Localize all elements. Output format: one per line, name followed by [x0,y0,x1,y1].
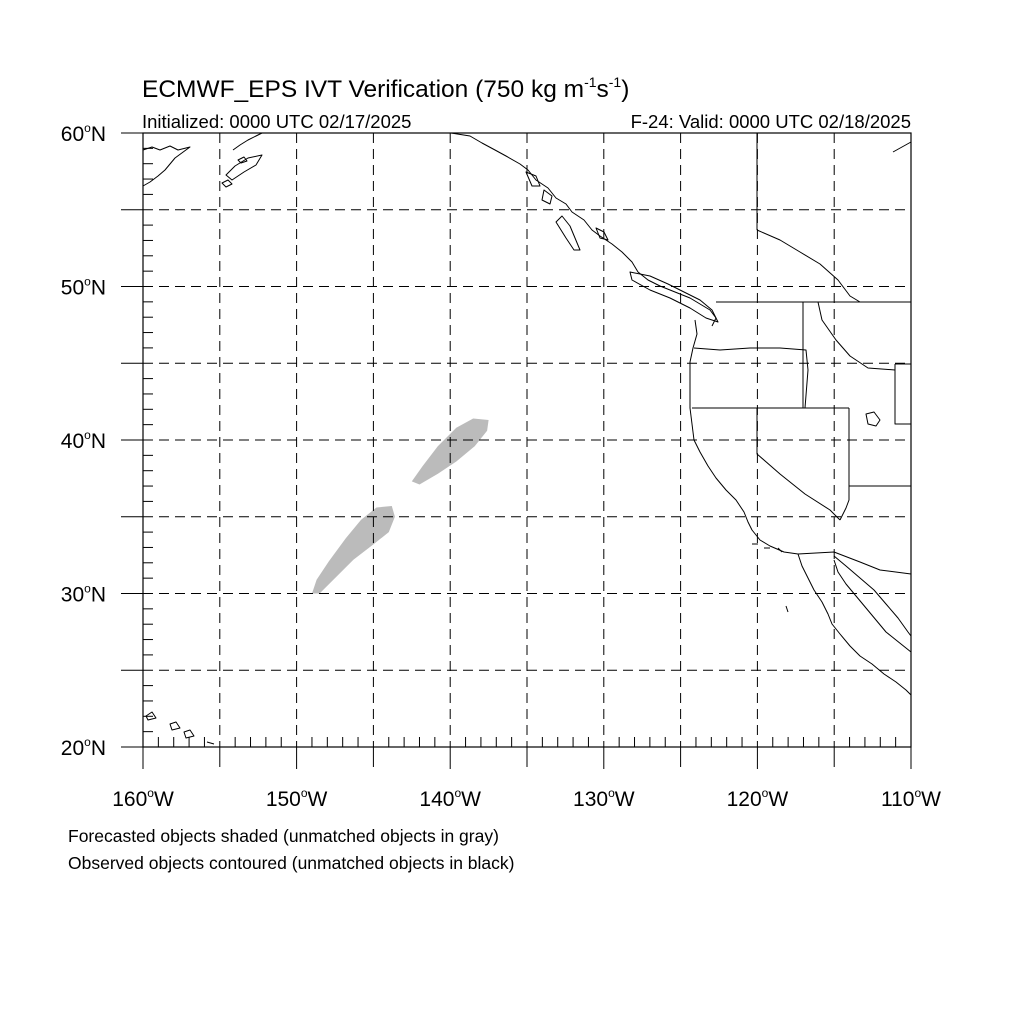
forecast-objects [312,418,489,594]
title-mid: s [597,76,609,103]
title-close: ) [621,76,629,103]
subtitle-valid: F-24: Valid: 0000 UTC 02/18/2025 [631,111,911,132]
title-sup2: -1 [609,74,622,90]
alaska-peninsula-coast [142,145,191,187]
lat-label: 30oN [61,582,106,607]
forecast-object-north [411,418,489,485]
lon-label: 120oW [727,786,789,811]
title-main: ECMWF_EPS IVT Verification (750 kg m [142,76,584,103]
legend-forecast-note: Forecasted objects shaded (unmatched obj… [68,826,499,846]
map-frame [142,132,912,748]
legend-observed-note: Observed objects contoured (unmatched ob… [68,853,515,873]
wyoming-box [894,363,911,425]
longitude-labels: 160oW 150oW 140oW 130oW 120oW 110oW [112,786,941,811]
forecast-object-south [312,506,395,594]
lon-label: 150oW [266,786,328,811]
lon-label: 160oW [112,786,174,811]
graticule [143,133,911,747]
nv-az-border [839,408,850,521]
baja-west-coast [797,553,912,696]
lat-label: 40oN [61,428,106,453]
lon-label: 130oW [573,786,635,811]
kodiak-coast [225,154,263,181]
gulf-of-california-coast [833,559,912,653]
subtitle-initialized: Initialized: 0000 UTC 02/17/2025 [142,111,411,132]
vancouver-island [629,271,719,323]
haida-gwaii [555,215,581,251]
map-plot-area [121,132,912,769]
gulf-of-alaska-coast [450,132,717,327]
lon-label: 110oW [881,786,941,811]
frame-ticks [121,132,912,769]
lon-label: 140oW [419,786,481,811]
cook-inlet-coast [232,132,263,151]
title-sup1: -1 [584,74,597,90]
small-islands-nw [221,156,248,188]
wa-or-border [693,347,809,409]
channel-islands [752,543,783,553]
great-salt-lake [865,411,881,427]
lat-label: 50oN [61,275,106,300]
latitude-labels: 60oN 50oN 40oN 30oN 20oN [61,121,106,760]
map-title: ECMWF_EPS IVT Verification (750 kg m-1s-… [142,74,629,103]
mexico-mainland-coast [833,555,912,637]
guadalupe-island [785,605,789,613]
lat-label: 60oN [61,121,106,146]
us-mexico-border [797,551,912,575]
montana-border [817,301,896,371]
ak-panhandle-islands [525,171,609,241]
hawaii-islands [145,711,215,745]
lat-label: 20oN [61,735,106,760]
hudson-bay-corner [892,141,912,153]
